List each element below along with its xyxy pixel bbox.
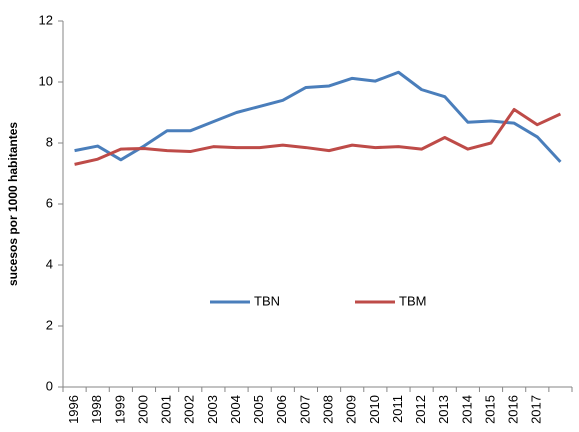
legend-label: TBN — [254, 293, 280, 308]
x-tick-label: 2007 — [297, 395, 312, 424]
x-tick-label: 2012 — [413, 395, 428, 424]
series-line — [74, 107, 562, 166]
y-tick-label: 6 — [46, 195, 53, 210]
y-tick-label: 2 — [46, 317, 53, 332]
x-tick-label: 2017 — [529, 395, 544, 424]
x-tick-label: 2008 — [321, 395, 336, 424]
x-tick-label: 2005 — [251, 395, 266, 424]
y-tick-label: 0 — [46, 378, 53, 393]
x-tick-label: 1996 — [66, 395, 81, 424]
y-tick-label: 8 — [46, 134, 53, 149]
y-tick-label: 10 — [39, 73, 53, 88]
x-tick-label: 2006 — [274, 395, 289, 424]
x-tick-label: 2011 — [390, 395, 405, 423]
x-tick-label: 2001 — [159, 395, 174, 424]
x-tick-label: 1999 — [112, 395, 127, 424]
series-line — [74, 70, 562, 163]
legend-label: TBM — [399, 293, 426, 308]
x-tick-label: 2015 — [482, 395, 497, 424]
x-tick-label: 2013 — [436, 395, 451, 424]
x-tick-label: 2016 — [506, 395, 521, 424]
x-tick-label: 1998 — [89, 395, 104, 424]
x-tick-label: 2004 — [228, 395, 243, 424]
y-tick-label: 4 — [46, 256, 53, 271]
x-tick-label: 2014 — [459, 395, 474, 424]
x-tick-label: 2003 — [205, 395, 220, 424]
x-tick-label: 2010 — [367, 395, 382, 424]
y-tick-label: 12 — [39, 12, 53, 27]
y-axis-label: sucesos por 1000 habitantes — [6, 122, 20, 286]
x-tick-label: 2002 — [182, 395, 197, 424]
x-tick-label: 2000 — [135, 395, 150, 424]
x-tick-label: 2009 — [344, 395, 359, 424]
